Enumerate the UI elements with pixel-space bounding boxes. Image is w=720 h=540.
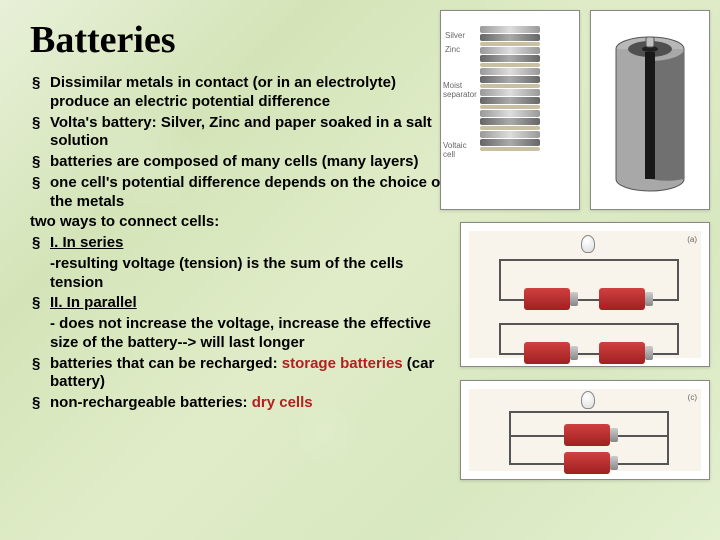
sub-line: - does not increase the voltage, increas… xyxy=(30,315,448,353)
bullet-text: Volta's battery: Silver, Zinc and paper … xyxy=(50,114,448,152)
pile-layer xyxy=(480,97,540,104)
figure-series-circuit: (a) xyxy=(460,222,710,367)
bullet-marker: § xyxy=(30,394,50,411)
pile-label: Zinc xyxy=(445,45,460,54)
bullet-text: batteries that can be recharged: storage… xyxy=(50,355,448,393)
pile-layer xyxy=(480,63,540,67)
pile-layer xyxy=(480,84,540,88)
bullet-item: §batteries are composed of many cells (m… xyxy=(30,153,448,172)
battery-cell xyxy=(564,424,610,446)
bullet-text: one cell's potential difference depends … xyxy=(50,174,448,212)
bullet-item: §Dissimilar metals in contact (or in an … xyxy=(30,74,448,112)
subfig-label: (a) xyxy=(687,235,697,244)
bullet-text: II. In parallel xyxy=(50,294,137,313)
bulb-icon xyxy=(581,235,595,253)
bullet-marker: § xyxy=(30,153,50,170)
bullet-item: §I. In series xyxy=(30,234,448,253)
bullet-item: §batteries that can be recharged: storag… xyxy=(30,355,448,393)
pile-layer xyxy=(480,47,540,54)
figure-voltaic-pile: Silver Zinc Moist separator Voltaic cell xyxy=(440,10,580,210)
pile-layer xyxy=(480,55,540,62)
bullet-item: §II. In parallel xyxy=(30,294,448,313)
pile-layer xyxy=(480,139,540,146)
sub-line: -resulting voltage (tension) is the sum … xyxy=(30,255,448,293)
pile-layer xyxy=(480,89,540,96)
bullet-text: batteries are composed of many cells (ma… xyxy=(50,153,419,172)
bullet-item: §non-rechargeable batteries: dry cells xyxy=(30,394,448,413)
pile-layer xyxy=(480,34,540,41)
battery-cell xyxy=(599,288,645,310)
pile-layer xyxy=(480,131,540,138)
figure-parallel-circuit: (c) xyxy=(460,380,710,480)
bullet-text: Dissimilar metals in contact (or in an e… xyxy=(50,74,448,112)
bullet-marker: § xyxy=(30,294,50,311)
pile-label: Voltaic cell xyxy=(443,141,477,159)
bullet-marker: § xyxy=(30,234,50,251)
battery-cell xyxy=(524,342,570,364)
pile-layer xyxy=(480,110,540,117)
bullet-item: §Volta's battery: Silver, Zinc and paper… xyxy=(30,114,448,152)
pile-label: Moist separator xyxy=(443,81,477,99)
bullet-list: §Dissimilar metals in contact (or in an … xyxy=(30,74,448,413)
plain-line: two ways to connect cells: xyxy=(30,213,448,232)
bullet-item: §one cell's potential difference depends… xyxy=(30,174,448,212)
cutaway-svg xyxy=(610,29,690,199)
battery-cell xyxy=(564,452,610,474)
pile-layer xyxy=(480,105,540,109)
pile-layer xyxy=(480,26,540,33)
bullet-marker: § xyxy=(30,174,50,191)
bulb-icon xyxy=(581,391,595,409)
pile-layer xyxy=(480,118,540,125)
bullet-text: I. In series xyxy=(50,234,123,253)
pile-layer xyxy=(480,68,540,75)
figure-cutaway-cell xyxy=(590,10,710,210)
pile-layer xyxy=(480,42,540,46)
pile-layer xyxy=(480,147,540,151)
battery-cell xyxy=(599,342,645,364)
bullet-marker: § xyxy=(30,74,50,91)
pile-layer xyxy=(480,76,540,83)
battery-cell xyxy=(524,288,570,310)
bullet-marker: § xyxy=(30,114,50,131)
subfig-label: (c) xyxy=(688,393,697,402)
pile-label: Silver xyxy=(445,31,465,40)
pile-layer xyxy=(480,126,540,130)
bullet-marker: § xyxy=(30,355,50,372)
bullet-text: non-rechargeable batteries: dry cells xyxy=(50,394,313,413)
